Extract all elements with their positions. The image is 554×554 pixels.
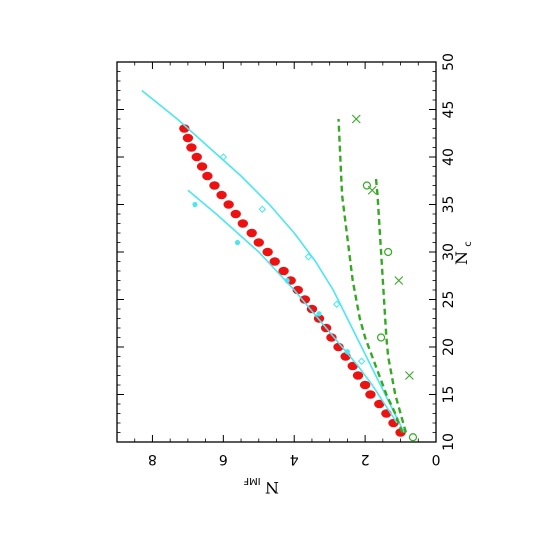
data-point xyxy=(196,162,208,171)
series-green-open-circles xyxy=(362,181,418,442)
data-point xyxy=(376,333,386,342)
series-line xyxy=(187,189,398,424)
x-tick-label: 20 xyxy=(441,338,457,356)
x-axis-label: N c xyxy=(452,241,474,265)
data-point xyxy=(202,171,213,181)
data-point xyxy=(365,390,376,399)
x-axis-label-main: N xyxy=(452,251,471,265)
data-point xyxy=(237,219,249,228)
data-point xyxy=(209,181,220,190)
data-point xyxy=(262,247,273,257)
data-point xyxy=(234,239,241,246)
axis-ticks xyxy=(116,61,437,443)
data-point xyxy=(299,295,311,304)
data-point xyxy=(186,143,197,152)
data-point xyxy=(374,399,385,409)
series-cyan-solid-line-upper xyxy=(187,189,398,424)
y-tick-label: 8 xyxy=(148,451,157,467)
data-point xyxy=(351,114,361,124)
data-point xyxy=(408,433,418,442)
series-red-filled-circles xyxy=(179,124,406,437)
y-tick-label: 0 xyxy=(432,451,441,467)
x-tick-label: 40 xyxy=(441,148,457,166)
data-point xyxy=(359,380,371,390)
data-point xyxy=(316,311,322,317)
data-point xyxy=(223,200,234,209)
data-point xyxy=(405,371,414,380)
data-point xyxy=(258,205,267,213)
x-tick-label: 50 xyxy=(441,53,457,71)
data-point xyxy=(269,257,280,266)
data-point xyxy=(179,124,190,133)
data-point xyxy=(230,209,241,219)
data-point xyxy=(278,266,289,276)
series-green-dashed-upper xyxy=(337,118,404,433)
y-tick-label: 2 xyxy=(361,451,370,467)
data-point xyxy=(246,228,257,238)
data-point xyxy=(326,333,337,342)
series-line xyxy=(337,118,404,433)
data-point xyxy=(357,357,366,365)
x-tick-label: 35 xyxy=(441,196,457,214)
axis-tick-labels: 10 15 20 25 30 35 40 45 50 0 2 4 6 8 xyxy=(148,53,457,467)
y-tick-label: 4 xyxy=(290,451,299,467)
x-tick-label: 45 xyxy=(441,101,457,119)
series-line xyxy=(141,89,405,433)
data-point xyxy=(367,185,377,195)
data-point xyxy=(333,300,341,308)
series-cyan-open-diamonds xyxy=(219,153,366,365)
series-green-dashed-lower xyxy=(374,175,408,433)
data-point xyxy=(384,247,393,257)
data-point xyxy=(192,201,198,208)
data-point xyxy=(362,181,371,190)
data-point xyxy=(344,349,350,355)
x-tick-label: 15 xyxy=(441,386,457,404)
y-axis-label-main: N xyxy=(265,478,279,497)
y-axis-label-sub: IMF xyxy=(243,475,261,486)
data-point xyxy=(182,133,194,143)
data-point xyxy=(191,152,202,162)
data-point xyxy=(216,190,227,200)
series-cyan-solid-line-lower xyxy=(141,89,405,433)
x-tick-label: 30 xyxy=(441,243,457,261)
y-tick-label: 6 xyxy=(219,451,228,467)
plot-frame xyxy=(116,61,437,443)
series-layer xyxy=(141,89,418,442)
series-green-crosses xyxy=(351,114,414,380)
y-axis-label: N IMF xyxy=(243,475,279,497)
x-tick-label: 25 xyxy=(441,291,457,309)
data-point xyxy=(253,238,264,247)
series-line xyxy=(374,175,408,433)
x-axis-label-sub: c xyxy=(463,241,474,247)
x-tick-label: 10 xyxy=(441,433,457,451)
data-point xyxy=(352,371,364,380)
data-point xyxy=(394,276,404,285)
